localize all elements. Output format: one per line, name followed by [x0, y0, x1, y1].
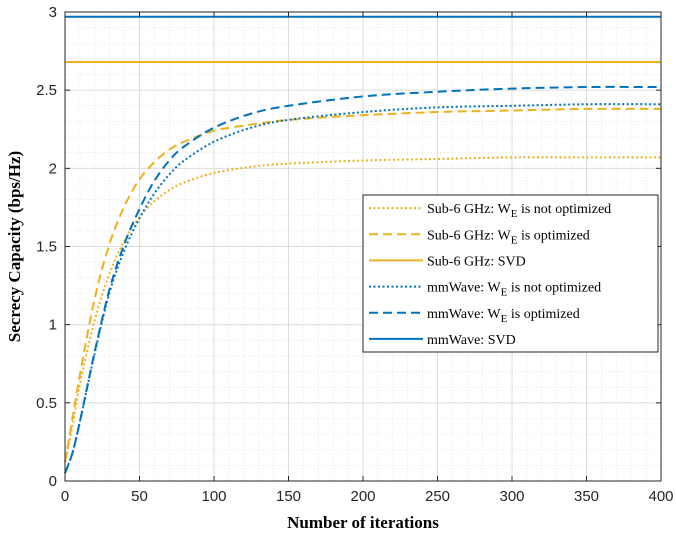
legend-label-3: mmWave: WE is not optimized: [427, 281, 601, 299]
y-tick-label: 2: [49, 160, 57, 177]
series-line-4: [64, 85, 662, 474]
axis-ticks: 0 50 100 150 200 250 300 350 400 0 0.5 1 1.5 2 2.5 3: [36, 4, 673, 505]
legend-label-2: Sub-6 GHz: SVD: [427, 254, 526, 269]
x-tick-label: 50: [131, 488, 148, 505]
y-tick-label: 1.5: [36, 239, 57, 256]
legend: Sub-6 GHz: WE is not optimized Sub-6 GHz:…: [362, 194, 659, 353]
x-tick-label: 400: [648, 488, 673, 505]
y-axis-title: Secrecy Capacity (bps/Hz): [5, 151, 24, 342]
x-tick-label: 0: [61, 488, 69, 505]
legend-box: [362, 194, 659, 353]
series-line-0: [64, 156, 661, 463]
series-layer: [64, 15, 662, 474]
legend-label-0: Sub-6 GHz: WE is not optimized: [427, 202, 611, 220]
x-tick-label: 250: [425, 488, 450, 505]
y-tick-label: 1: [49, 317, 57, 334]
x-tick-label: 300: [499, 488, 524, 505]
legend-label-5: mmWave: SVD: [427, 333, 516, 348]
x-tick-label: 350: [574, 488, 599, 505]
y-tick-label: 3: [49, 4, 57, 21]
legend-label-4: mmWave: WE is optimized: [427, 307, 580, 325]
x-tick-label: 100: [201, 488, 226, 505]
y-tick-label: 2.5: [36, 82, 57, 99]
x-tick-label: 150: [276, 488, 301, 505]
series-line-1: [64, 107, 662, 463]
legend-label-1: Sub-6 GHz: WE is optimized: [427, 228, 590, 246]
y-tick-label: 0.5: [36, 395, 57, 412]
x-axis-title: Number of iterations: [287, 513, 439, 532]
x-tick-label: 200: [350, 488, 375, 505]
y-tick-label: 0: [49, 473, 57, 490]
